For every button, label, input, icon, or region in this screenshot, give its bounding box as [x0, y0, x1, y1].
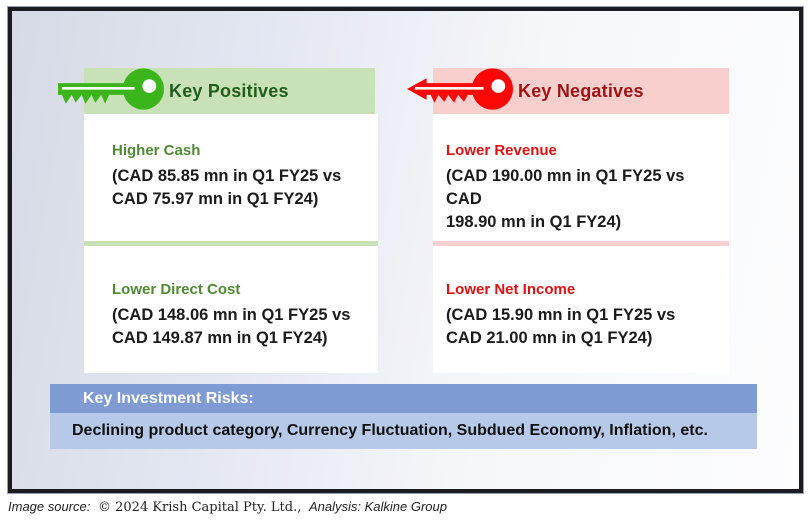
- green-key-icon: [58, 68, 165, 110]
- lower-net-income-line2: CAD 21.00 mn in Q1 FY24): [446, 329, 653, 347]
- lower-revenue-title: Lower Revenue: [446, 142, 557, 159]
- red-key-icon: [407, 68, 514, 110]
- lower-direct-cost-line1: (CAD 148.06 mn in Q1 FY25 vs: [112, 306, 351, 324]
- higher-cash-title: Higher Cash: [112, 142, 201, 159]
- lower-direct-cost-title: Lower Direct Cost: [112, 281, 241, 298]
- lower-revenue-line2: 198.90 mn in Q1 FY24): [446, 213, 622, 231]
- key-positives-title: Key Positives: [169, 80, 289, 101]
- image-source-label: Image source:: [8, 499, 91, 514]
- investment-risks-text: Declining product category, Currency Flu…: [50, 413, 757, 449]
- lower-direct-cost-line2: CAD 149.87 mn in Q1 FY24): [112, 329, 328, 347]
- key-positives-header-band: Key Positives: [58, 68, 375, 114]
- summary-panel: Key Positives Key Negatives Higher Cash …: [8, 7, 803, 493]
- higher-cash-line2: CAD 75.97 mn in Q1 FY24): [112, 190, 319, 208]
- higher-cash-line1: (CAD 85.85 mn in Q1 FY25 vs: [112, 167, 342, 185]
- key-positives-card: Higher Cash (CAD 85.85 mn in Q1 FY25 vs …: [84, 114, 378, 373]
- key-negatives-card: Lower Revenue (CAD 190.00 mn in Q1 FY25 …: [433, 114, 729, 373]
- lower-revenue-item: Lower Revenue (CAD 190.00 mn in Q1 FY25 …: [433, 114, 729, 241]
- positives-divider: [84, 241, 378, 246]
- higher-cash-item: Higher Cash (CAD 85.85 mn in Q1 FY25 vs …: [84, 114, 378, 241]
- analysis-credit: Analysis: Kalkine Group: [308, 499, 447, 514]
- key-negatives-title: Key Negatives: [518, 80, 644, 101]
- lower-net-income-title: Lower Net Income: [446, 281, 576, 298]
- key-negatives-header-band: Key Negatives: [407, 68, 729, 114]
- copyright-text: © 2024 Krish Capital Pty. Ltd.,: [98, 500, 302, 515]
- investment-risks-heading: Key Investment Risks:: [50, 384, 757, 413]
- negatives-divider: [433, 241, 729, 246]
- investment-risks-banner: Key Investment Risks: Declining product …: [50, 384, 757, 449]
- footer-credit: Image source: © 2024 Krish Capital Pty. …: [8, 499, 447, 515]
- lower-direct-cost-item: Lower Direct Cost (CAD 148.06 mn in Q1 F…: [84, 246, 378, 373]
- lower-net-income-line1: (CAD 15.90 mn in Q1 FY25 vs: [446, 306, 676, 324]
- lower-net-income-item: Lower Net Income (CAD 15.90 mn in Q1 FY2…: [433, 246, 729, 373]
- lower-revenue-line1: (CAD 190.00 mn in Q1 FY25 vs CAD: [446, 167, 685, 208]
